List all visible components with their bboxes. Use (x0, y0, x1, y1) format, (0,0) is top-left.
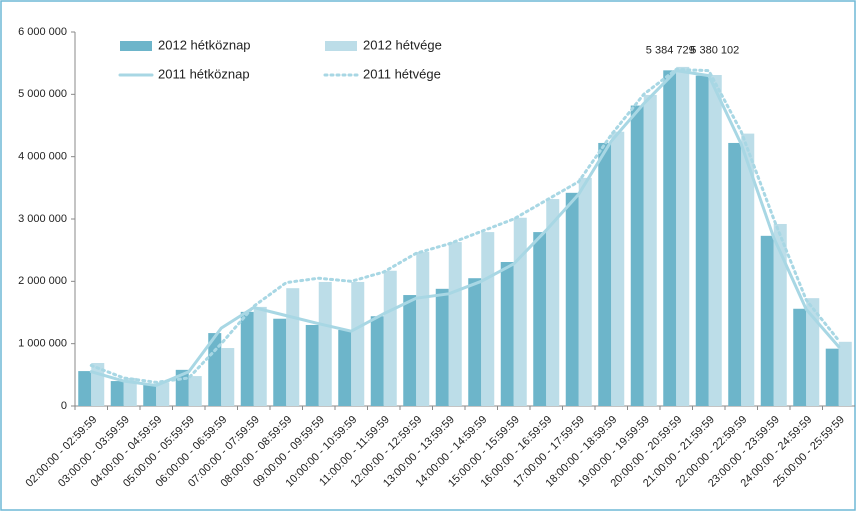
bar (546, 199, 560, 406)
bar (708, 75, 722, 406)
bar (156, 382, 170, 406)
bar (253, 306, 267, 406)
y-tick-label: 3 000 000 (18, 213, 67, 225)
bar (500, 262, 514, 406)
bar (728, 142, 742, 406)
bar (760, 235, 774, 406)
bar (416, 252, 430, 406)
bar (338, 329, 352, 406)
bar (370, 316, 384, 406)
bar (78, 371, 92, 406)
bar (286, 288, 300, 406)
bar (773, 223, 787, 406)
y-tick-label: 0 (61, 400, 67, 412)
y-tick-label: 1 000 000 (18, 338, 67, 350)
bar (513, 217, 527, 406)
bar (435, 288, 449, 406)
bar (533, 232, 547, 406)
bar (598, 142, 612, 406)
bar (793, 308, 807, 406)
data-label: 5 380 102 (690, 45, 739, 57)
y-tick-label: 5 000 000 (18, 88, 67, 100)
bar (143, 384, 157, 406)
bar (611, 131, 625, 406)
bar (838, 341, 852, 406)
bar (123, 377, 137, 406)
legend-swatch (120, 41, 152, 51)
y-tick-label: 6 000 000 (18, 26, 67, 38)
bar (630, 105, 644, 406)
bar (578, 177, 592, 406)
legend-swatch (325, 41, 357, 51)
bar (110, 381, 124, 406)
bar (663, 70, 677, 406)
bar (273, 318, 287, 406)
bar (676, 66, 690, 406)
bar (825, 348, 839, 406)
bar (741, 133, 755, 406)
legend-label: 2011 hétvége (363, 66, 441, 81)
bar (806, 298, 820, 406)
legend-label: 2011 hétköznap (158, 66, 250, 81)
data-label: 5 384 729 (646, 44, 695, 56)
bar (565, 192, 579, 406)
line (89, 69, 841, 387)
bar (403, 295, 417, 406)
bar (481, 232, 495, 406)
legend-label: 2012 hétköznap (158, 37, 251, 52)
bar (448, 242, 462, 406)
legend-label: 2012 hétvége (363, 37, 442, 52)
y-tick-label: 4 000 000 (18, 151, 67, 163)
bar (468, 278, 482, 406)
bar (695, 75, 709, 406)
bar (221, 348, 235, 406)
bar (305, 324, 319, 406)
bar (188, 376, 202, 406)
bar (318, 281, 332, 406)
bar (208, 333, 222, 406)
bar (643, 94, 657, 406)
bar (383, 270, 397, 406)
bar (351, 281, 365, 406)
bar (240, 311, 254, 406)
line (89, 67, 841, 384)
y-tick-label: 2 000 000 (18, 275, 67, 287)
